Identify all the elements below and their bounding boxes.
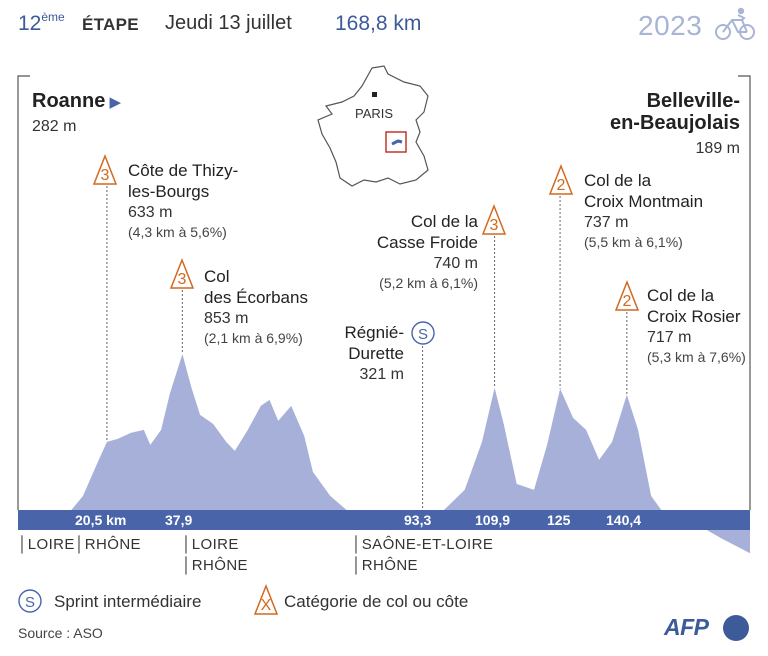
- climb-category-badge-5: 2: [614, 279, 640, 311]
- legend-sprint-label: Sprint intermédiaire: [54, 592, 202, 611]
- svg-text:S: S: [25, 594, 35, 611]
- map-city-label: PARIS: [355, 106, 394, 121]
- svg-text:S: S: [418, 326, 428, 343]
- climb-category-badge-4: 2: [548, 163, 574, 195]
- header: 12ème ÉTAPE Jeudi 13 juillet 168,8 km 20…: [0, 0, 768, 52]
- source-credit: Source : ASO: [18, 625, 103, 641]
- dept-rhone: │RHÔNE: [75, 536, 141, 553]
- afp-logo-icon: [723, 615, 749, 641]
- tour-year: 2023: [638, 10, 703, 41]
- stage-number: 12ème: [18, 10, 65, 35]
- climb-category-badge-3: 3: [481, 203, 507, 235]
- km-marker-3: 93,3: [404, 512, 432, 528]
- km-marker-6: 140,4: [606, 512, 642, 528]
- km-marker-5: 125: [547, 512, 571, 528]
- climb-category-badge-1: 3: [92, 153, 118, 185]
- sprint-label: Régnié- Durette 321 m: [344, 323, 404, 383]
- dept-rhone-2: │RHÔNE: [182, 557, 248, 574]
- legend-climb-label: Catégorie de col ou côte: [284, 592, 469, 611]
- dept-rhone-3: │RHÔNE: [352, 557, 418, 574]
- svg-text:3: 3: [490, 217, 499, 234]
- start-altitude: 282 m: [32, 118, 77, 135]
- sprint-badge: S: [411, 321, 435, 345]
- cyclist-icon: [715, 7, 755, 40]
- climb-leader-lines: [106, 186, 628, 514]
- km-bar: [18, 510, 750, 530]
- climb-category-badge-2: 3: [169, 257, 195, 289]
- km-marker-2: 37,9: [165, 512, 193, 528]
- dept-saone: │SAÔNE-ET-LOIRE: [352, 536, 494, 553]
- france-map: [317, 65, 429, 187]
- legend-climb-icon: X: [253, 584, 279, 615]
- dept-loire: │LOIRE: [18, 536, 75, 553]
- stage-distance: 168,8 km: [335, 12, 422, 35]
- finish-town: Belleville-en-Beaujolais: [609, 90, 740, 134]
- km-marker-1: 20,5 km: [75, 512, 127, 528]
- climb-label-5: Col de la Croix Rosier 717 m (5,3 km à 7…: [647, 286, 746, 365]
- km-marker-4: 109,9: [475, 512, 511, 528]
- svg-text:2: 2: [557, 177, 566, 194]
- svg-text:2: 2: [623, 293, 632, 310]
- climb-label-2: Col des Écorbans 853 m (2,1 km à 6,9%): [204, 267, 308, 346]
- paris-dot: [372, 92, 377, 97]
- stage-area-box: [385, 131, 407, 153]
- stage-word: ÉTAPE: [82, 15, 139, 34]
- finish-altitude: 189 m: [695, 140, 740, 157]
- svg-text:3: 3: [178, 271, 187, 288]
- france-outline: [317, 65, 429, 187]
- climb-label-1: Côte de Thizy- les-Bourgs 633 m (4,3 km …: [128, 161, 239, 240]
- climb-label-3: Col de la Casse Froide 740 m (5,2 km à 6…: [376, 212, 478, 291]
- start-town: Roanne ▶: [32, 90, 122, 112]
- dept-loire-2: │LOIRE: [182, 536, 239, 553]
- climb-label-4: Col de la Croix Montmain 737 m (5,5 km à…: [584, 171, 704, 250]
- stage-date: Jeudi 13 juillet: [165, 12, 292, 34]
- legend-sprint-icon: S: [18, 589, 42, 613]
- elevation-profile-area: [18, 354, 750, 554]
- svg-text:X: X: [261, 597, 272, 614]
- afp-logo-text: AFP: [664, 614, 709, 640]
- svg-text:3: 3: [101, 167, 110, 184]
